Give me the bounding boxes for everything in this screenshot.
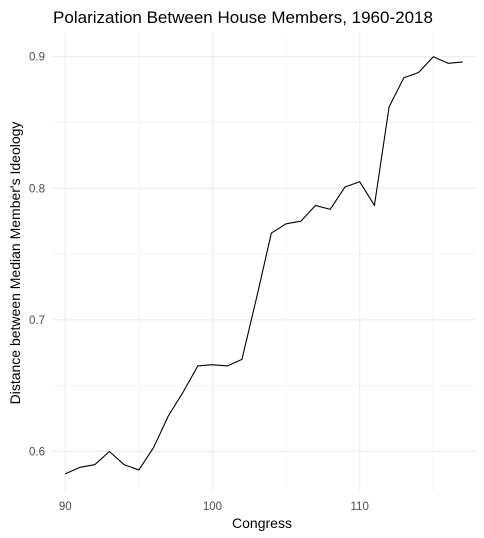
y-tick-label: 0.6 (29, 447, 45, 459)
y-tick-label: 0.8 (29, 183, 45, 195)
grid-lines (52, 33, 476, 491)
x-tick-label: 100 (203, 501, 222, 513)
x-tick-label: 110 (351, 501, 369, 513)
x-tick-label: 90 (59, 501, 72, 513)
series-lines (65, 56, 463, 475)
chart-title: Polarization Between House Members, 1960… (53, 8, 433, 27)
x-axis-title: Congress (232, 515, 292, 531)
y-tick-label: 0.7 (29, 315, 45, 327)
series-line (65, 56, 463, 475)
y-tick-label: 0.9 (29, 52, 45, 64)
y-axis-title: Distance between Median Member's Ideolog… (7, 122, 23, 405)
tick-labels: 90 100 110 0.6 0.7 0.8 0.9 (29, 52, 369, 513)
